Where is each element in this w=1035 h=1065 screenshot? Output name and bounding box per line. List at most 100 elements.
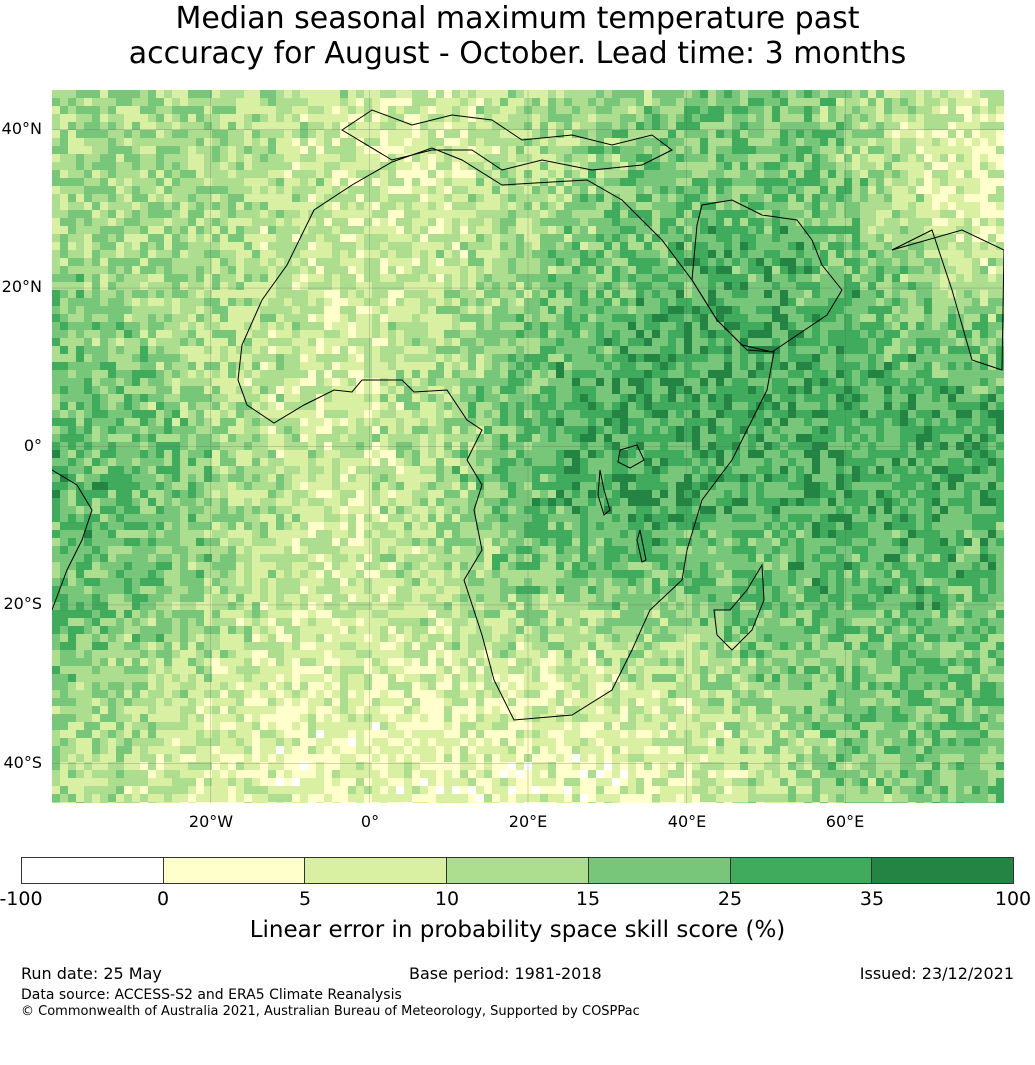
skill-cell (980, 298, 988, 306)
skill-cell (684, 298, 692, 306)
skill-cell (884, 114, 892, 122)
skill-cell (612, 274, 620, 282)
skill-cell (732, 122, 740, 130)
skill-cell (852, 410, 860, 418)
skill-cell (516, 346, 524, 354)
skill-cell (604, 218, 612, 226)
skill-cell (572, 258, 580, 266)
skill-cell (124, 154, 132, 162)
skill-cell (476, 226, 484, 234)
skill-cell (292, 370, 300, 378)
skill-cell (708, 346, 716, 354)
skill-cell (84, 218, 92, 226)
skill-cell (620, 114, 628, 122)
skill-cell (572, 378, 580, 386)
skill-cell (124, 266, 132, 274)
skill-cell (108, 106, 116, 114)
skill-cell (684, 98, 692, 106)
skill-cell (892, 194, 900, 202)
skill-cell (148, 210, 156, 218)
skill-cell (436, 370, 444, 378)
skill-cell (420, 378, 428, 386)
skill-cell (364, 418, 372, 426)
skill-cell (780, 202, 788, 210)
skill-cell (284, 298, 292, 306)
skill-cell (132, 138, 140, 146)
skill-cell (940, 346, 948, 354)
skill-cell (196, 402, 204, 410)
skill-cell (820, 114, 828, 122)
skill-cell (252, 258, 260, 266)
skill-cell (460, 378, 468, 386)
skill-cell (900, 306, 908, 314)
skill-cell (932, 298, 940, 306)
skill-cell (740, 162, 748, 170)
skill-cell (860, 122, 868, 130)
skill-cell (868, 298, 876, 306)
skill-cell (684, 370, 692, 378)
skill-cell (548, 162, 556, 170)
skill-cell (788, 130, 796, 138)
skill-cell (956, 170, 964, 178)
skill-cell (772, 106, 780, 114)
skill-cell (884, 410, 892, 418)
skill-cell (804, 218, 812, 226)
skill-cell (148, 298, 156, 306)
skill-cell (516, 210, 524, 218)
skill-cell (740, 282, 748, 290)
skill-cell (820, 106, 828, 114)
skill-cell (556, 410, 564, 418)
skill-cell (620, 346, 628, 354)
skill-cell (748, 122, 756, 130)
skill-cell (996, 218, 1004, 226)
skill-cell (548, 298, 556, 306)
skill-cell (892, 114, 900, 122)
skill-cell (700, 386, 708, 394)
skill-cell (620, 322, 628, 330)
skill-cell (916, 362, 924, 370)
skill-cell (716, 154, 724, 162)
skill-cell (820, 250, 828, 258)
skill-cell (692, 338, 700, 346)
skill-cell (612, 162, 620, 170)
skill-cell (628, 386, 636, 394)
skill-cell (620, 226, 628, 234)
skill-cell (276, 290, 284, 298)
skill-cell (652, 202, 660, 210)
skill-cell (476, 274, 484, 282)
skill-cell (708, 186, 716, 194)
skill-cell (860, 154, 868, 162)
skill-cell (716, 162, 724, 170)
skill-cell (812, 362, 820, 370)
skill-cell (268, 90, 276, 98)
skill-cell (604, 194, 612, 202)
skill-cell (884, 162, 892, 170)
skill-cell (748, 146, 756, 154)
skill-cell (612, 378, 620, 386)
skill-cell (260, 194, 268, 202)
skill-cell (268, 146, 276, 154)
skill-cell (404, 186, 412, 194)
skill-cell (732, 290, 740, 298)
skill-cell (220, 130, 228, 138)
skill-cell (988, 178, 996, 186)
skill-cell (756, 202, 764, 210)
skill-cell (772, 178, 780, 186)
skill-cell (812, 410, 820, 418)
skill-cell (788, 298, 796, 306)
skill-cell (212, 410, 220, 418)
skill-cell (196, 122, 204, 130)
skill-cell (164, 330, 172, 338)
skill-cell (532, 338, 540, 346)
skill-cell (628, 218, 636, 226)
skill-cell (212, 242, 220, 250)
skill-cell (628, 202, 636, 210)
skill-cell (300, 386, 308, 394)
skill-cell (796, 282, 804, 290)
skill-cell (988, 258, 996, 266)
skill-cell (828, 218, 836, 226)
skill-cell (740, 178, 748, 186)
skill-cell (460, 218, 468, 226)
skill-cell (892, 266, 900, 274)
skill-cell (468, 250, 476, 258)
